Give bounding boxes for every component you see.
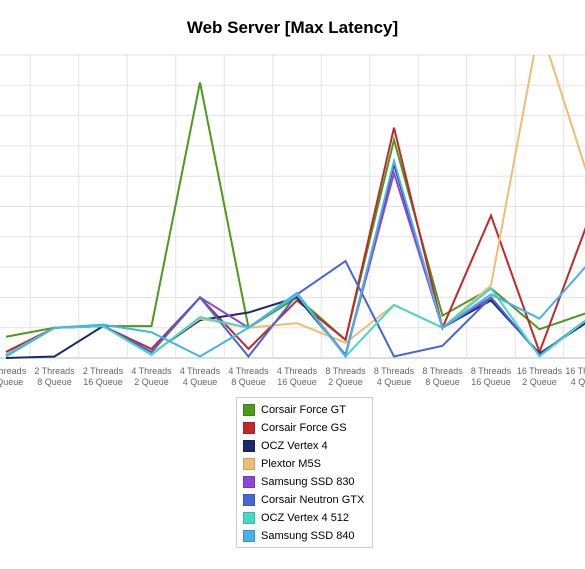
x-tick-label: 4 Threads 4 Queue [180, 366, 221, 387]
legend-swatch [243, 512, 255, 524]
legend-swatch [243, 422, 255, 434]
legend-label: OCZ Vertex 4 512 [261, 512, 350, 524]
legend-item[interactable]: OCZ Vertex 4 512 [237, 509, 372, 527]
legend-label: Samsung SSD 840 [261, 530, 355, 542]
legend-swatch [243, 476, 255, 488]
x-tick-label: 4 Threads 2 Queue [131, 366, 172, 387]
legend-item[interactable]: Corsair Force GS [237, 419, 372, 437]
x-tick-label: 8 Threads 8 Queue [422, 366, 463, 387]
legend-label: Samsung SSD 830 [261, 476, 355, 488]
series-line-corsair-force-gs [5, 127, 585, 355]
legend-item[interactable]: Plextor M5S [237, 455, 372, 473]
legend-swatch [243, 458, 255, 470]
legend-swatch [243, 404, 255, 416]
legend-label: OCZ Vertex 4 [261, 440, 328, 452]
grid [0, 54, 585, 359]
x-tick-label: 16 Threads 2 Queue [517, 366, 563, 387]
x-tick-label: 8 Threads 16 Queue [471, 366, 512, 387]
x-tick-label: 4 Threads 16 Queue [277, 366, 318, 387]
legend-label: Corsair Neutron GTX [261, 494, 365, 506]
legend-item[interactable]: Samsung SSD 830 [237, 473, 372, 491]
legend-swatch [243, 530, 255, 542]
legend-swatch [243, 440, 255, 452]
x-tick-label: 4 Threads 8 Queue [228, 366, 269, 387]
legend-swatch [243, 494, 255, 506]
series-line-ocz-vertex-4 [5, 160, 585, 359]
legend-item[interactable]: Corsair Force GT [237, 401, 372, 419]
x-tick-label: 8 Threads 4 Queue [374, 366, 415, 387]
legend-label: Corsair Force GS [261, 422, 347, 434]
x-tick-label: 8 Threads 2 Queue [325, 366, 366, 387]
legend-label: Corsair Force GT [261, 404, 346, 416]
legend-label: Plextor M5S [261, 458, 321, 470]
x-tick-label: 2 Threads 8 Queue [34, 366, 75, 387]
x-tick-label: 2 Threads 16 Queue [83, 366, 124, 387]
series-line-samsung-ssd-840 [5, 157, 585, 359]
legend: Corsair Force GT Corsair Force GS OCZ Vert… [236, 397, 373, 548]
legend-item[interactable]: Corsair Neutron GTX [237, 491, 372, 509]
chart-title: Web Server [Max Latency] [186, 18, 399, 37]
legend-item[interactable]: OCZ Vertex 4 [237, 437, 372, 455]
series-lines [5, 55, 585, 359]
legend-item[interactable]: Samsung SSD 840 [237, 527, 372, 545]
